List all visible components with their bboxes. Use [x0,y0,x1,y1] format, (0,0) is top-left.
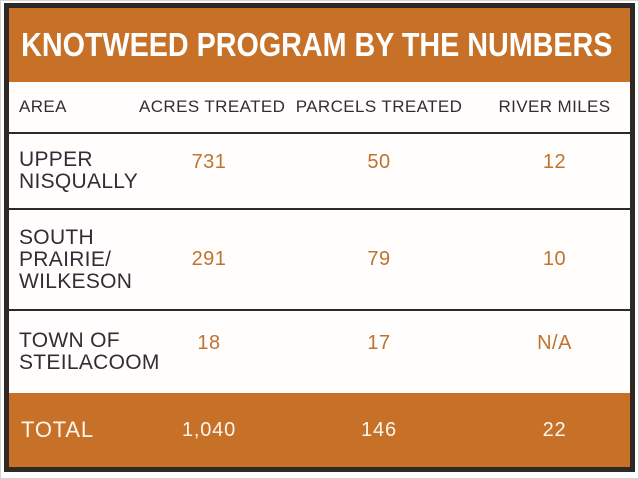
table-header-row: AREA ACRES TREATED PARCELS TREATED RIVER… [9,82,630,134]
column-header-river-miles: RIVER MILES [498,97,611,116]
area-label-line: TOWN OF [19,329,120,352]
area-label-line: PRAIRIE/ [19,247,112,271]
area-label-line: NISQUALLY [19,170,139,193]
river-miles-value: 10 [542,248,567,270]
knotweed-table-card: KNOTWEED PROGRAM BY THE NUMBERS AREA ACR… [4,3,635,472]
column-header-parcels-treated: PARCELS TREATED [295,97,463,116]
parcels-treated-value: 17 [367,331,391,354]
acres-treated-value: 731 [191,150,227,173]
table-total-row: TOTAL 1,040 146 22 [9,393,630,467]
area-label-line: UPPER [19,148,93,171]
total-label: TOTAL [21,417,94,442]
area-label-line: WILKESON [19,269,133,293]
total-parcels-treated-value: 146 [361,418,397,441]
table-row-south-prairie-wilkeson: SOUTH PRAIRIE/ WILKESON 291 79 10 [9,210,630,311]
column-header-area: AREA [19,97,67,116]
area-label-line: SOUTH [19,225,94,249]
total-river-miles-value: 22 [542,418,567,441]
table-row-upper-nisqually: UPPER NISQUALLY 731 50 12 [9,134,630,210]
column-header-acres-treated: ACRES TREATED [139,97,286,116]
acres-treated-value: 291 [191,248,227,270]
area-label-line: STEILACOOM [19,351,160,374]
table-row-town-of-steilacoom: TOWN OF STEILACOOM 18 17 N/A [9,311,630,393]
table-title-bar: KNOTWEED PROGRAM BY THE NUMBERS [9,8,630,82]
river-miles-value: 12 [542,150,567,173]
river-miles-value: N/A [537,331,572,354]
total-acres-treated-value: 1,040 [181,418,237,441]
area-label: TOWN OF STEILACOOM [9,329,160,374]
area-label: UPPER NISQUALLY [9,149,139,193]
table-title: KNOTWEED PROGRAM BY THE NUMBERS [21,26,613,63]
area-label: SOUTH PRAIRIE/ WILKESON [9,225,139,293]
parcels-treated-value: 79 [367,248,391,270]
acres-treated-value: 18 [197,331,221,354]
parcels-treated-value: 50 [367,150,391,173]
